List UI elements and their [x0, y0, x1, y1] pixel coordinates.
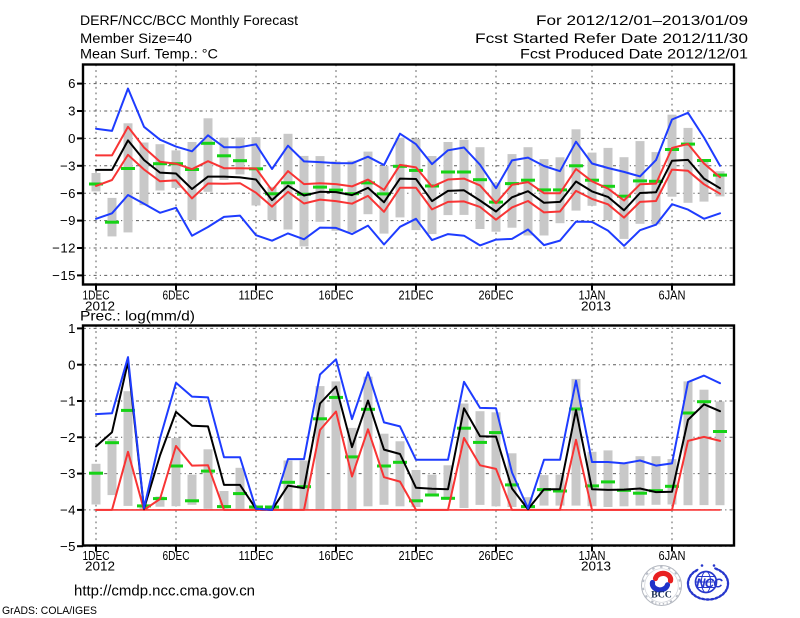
svg-text:−3: −3 — [60, 466, 76, 481]
svg-text:BCC: BCC — [651, 590, 672, 601]
svg-text:−12: −12 — [52, 241, 76, 256]
svg-text:11DEC: 11DEC — [239, 289, 274, 303]
svg-text:21DEC: 21DEC — [399, 549, 434, 563]
svg-text:1: 1 — [68, 321, 76, 336]
svg-text:3: 3 — [68, 104, 76, 119]
svg-text:6: 6 — [68, 76, 76, 91]
svg-text:http://cmdp.ncc.cma.gov.cn: http://cmdp.ncc.cma.gov.cn — [74, 583, 255, 600]
svg-text:Fcst Produced Date 2012/12/01: Fcst Produced Date 2012/12/01 — [520, 47, 748, 62]
svg-text:2013: 2013 — [581, 300, 611, 314]
svg-text:1JAN: 1JAN — [579, 549, 606, 563]
svg-text:Member Size=40: Member Size=40 — [80, 31, 192, 46]
svg-text:1DEC: 1DEC — [83, 549, 110, 563]
svg-text:−6: −6 — [60, 186, 76, 201]
svg-text:DERF/NCC/BCC Monthly Forecast: DERF/NCC/BCC Monthly Forecast — [80, 13, 298, 28]
svg-text:−2: −2 — [60, 430, 76, 445]
svg-text:Fcst Started Refer Date 2012/1: Fcst Started Refer Date 2012/11/30 — [475, 31, 748, 46]
svg-text:Mean Surf. Temp.: °C: Mean Surf. Temp.: °C — [80, 47, 218, 62]
svg-text:6DEC: 6DEC — [163, 289, 190, 303]
svg-text:26DEC: 26DEC — [479, 549, 514, 563]
svg-text:−3: −3 — [60, 158, 76, 173]
svg-text:16DEC: 16DEC — [319, 549, 354, 563]
svg-text:6DEC: 6DEC — [163, 549, 190, 563]
svg-text:11DEC: 11DEC — [239, 549, 274, 563]
svg-text:For 2012/12/01–2013/01/09: For 2012/12/01–2013/01/09 — [536, 13, 748, 28]
svg-text:−9: −9 — [60, 213, 76, 228]
svg-text:1JAN: 1JAN — [579, 289, 606, 303]
svg-text:Prec.: log(mm/d): Prec.: log(mm/d) — [80, 309, 195, 324]
svg-text:21DEC: 21DEC — [399, 289, 434, 303]
svg-text:6JAN: 6JAN — [659, 289, 686, 303]
svg-text:NCC: NCC — [696, 576, 723, 591]
svg-text:2012: 2012 — [85, 300, 115, 314]
svg-text:−15: −15 — [52, 268, 76, 283]
svg-text:GrADS: COLA/IGES: GrADS: COLA/IGES — [2, 605, 97, 617]
svg-text:1DEC: 1DEC — [83, 289, 110, 303]
svg-text:6JAN: 6JAN — [659, 549, 686, 563]
svg-text:16DEC: 16DEC — [319, 289, 354, 303]
svg-text:−5: −5 — [60, 539, 76, 554]
svg-text:0: 0 — [68, 357, 76, 372]
svg-text:−4: −4 — [60, 503, 76, 518]
svg-text:26DEC: 26DEC — [479, 289, 514, 303]
svg-text:2013: 2013 — [581, 560, 611, 574]
svg-text:0: 0 — [68, 131, 76, 146]
svg-text:2012: 2012 — [85, 560, 115, 574]
svg-text:−1: −1 — [60, 394, 76, 409]
